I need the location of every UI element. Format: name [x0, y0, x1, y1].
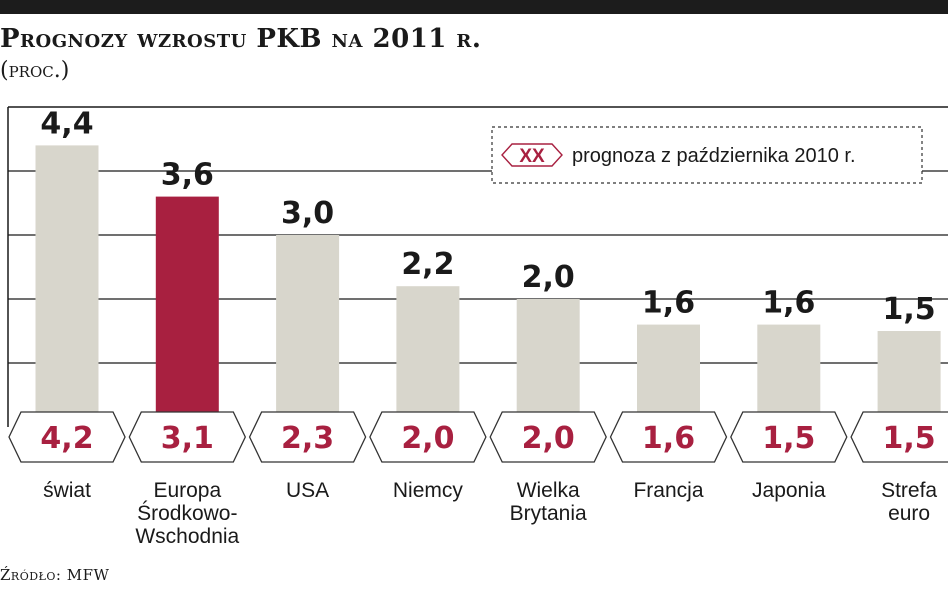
bar-group: 1,6 1,6 Francja	[609, 286, 728, 502]
bar	[757, 324, 821, 427]
category-label-line: Niemcy	[393, 479, 464, 502]
previous-forecast-label: 2,0	[522, 421, 575, 456]
bar-value-label: 2,0	[522, 260, 575, 295]
previous-forecast-label: 1,5	[883, 421, 936, 456]
bar	[155, 196, 219, 427]
previous-forecast-hexagon	[850, 411, 948, 463]
previous-forecast-hexagon	[609, 411, 728, 463]
bar-group: 2,2 2,0 Niemcy	[369, 247, 487, 502]
category-label: Japonia	[752, 479, 826, 502]
category-label-line: świat	[43, 479, 91, 502]
category-label-line: Strefa	[881, 479, 937, 502]
bar-group: 3,0 2,3 USA	[248, 196, 367, 502]
bar-value-label: 1,5	[883, 292, 936, 327]
category-label-line: USA	[286, 479, 329, 502]
bar	[516, 299, 580, 427]
previous-forecast-hexagon	[369, 411, 487, 463]
bar-value-label: 1,6	[762, 286, 815, 321]
category-label: Europa Środkowo-Wschodnia	[135, 479, 239, 548]
top-bar	[0, 0, 948, 14]
bar-group: 1,5 1,5 Strefa euro	[850, 292, 948, 525]
previous-forecast-label: 2,3	[281, 421, 334, 456]
category-label: świat	[43, 479, 91, 502]
category-label-line: euro	[888, 502, 930, 525]
bar-value-label: 1,6	[642, 286, 695, 321]
category-label: USA	[286, 479, 329, 502]
category-label: Niemcy	[393, 479, 464, 502]
source-note: Źródło: MFW	[0, 566, 110, 584]
bar-value-label: 3,0	[281, 196, 334, 231]
previous-forecast-label: 2,0	[401, 421, 454, 456]
chart-subtitle: (proc.)	[0, 58, 70, 83]
bar-value-label: 3,6	[161, 158, 214, 193]
category-label: Wielka Brytania	[510, 479, 587, 525]
legend: XX prognoza z października 2010 r.	[491, 126, 923, 184]
category-label: Strefa euro	[881, 479, 937, 525]
bar-group: 2,0 2,0 Wielka Brytania	[489, 260, 607, 525]
category-label-line: Europa	[153, 479, 221, 502]
bar	[396, 286, 460, 427]
previous-forecast-label: 3,1	[161, 421, 214, 456]
category-label-line: Wschodnia	[135, 525, 239, 548]
bar	[276, 235, 340, 427]
previous-forecast-label: 1,6	[642, 421, 695, 456]
bar	[877, 331, 941, 427]
category-label-line: Wielka	[517, 479, 580, 502]
previous-forecast-hexagon	[489, 411, 607, 463]
category-label-line: Japonia	[752, 479, 826, 502]
previous-forecast-hexagon	[730, 411, 848, 463]
legend-box	[491, 126, 923, 184]
previous-forecast-hexagon	[8, 411, 126, 463]
chart-title: Prognozy wzrostu PKB na 2011 r.	[0, 24, 482, 54]
previous-forecast-label: 4,2	[40, 421, 93, 456]
bar-group: 3,6 3,1 Europa Środkowo-Wschodnia	[128, 158, 247, 548]
bar-value-label: 4,4	[40, 106, 93, 141]
category-label-line: Francja	[633, 479, 703, 502]
bar-group: 4,4 4,2 świat	[8, 106, 126, 502]
previous-forecast-hexagon	[248, 411, 367, 463]
category-label-line: Brytania	[510, 502, 587, 525]
previous-forecast-hexagon	[128, 411, 247, 463]
category-label-line: Środkowo-	[137, 501, 237, 525]
bar	[35, 145, 99, 427]
bar	[637, 324, 700, 427]
previous-forecast-label: 1,5	[762, 421, 815, 456]
legend-hexagon-marker	[501, 143, 563, 167]
bar-group: 1,6 1,5 Japonia	[730, 286, 848, 502]
bar-value-label: 2,2	[401, 247, 454, 282]
legend-text: prognoza z października 2010 r.	[572, 145, 856, 167]
category-label: Francja	[633, 479, 703, 502]
legend-marker-label: XX	[519, 146, 545, 167]
